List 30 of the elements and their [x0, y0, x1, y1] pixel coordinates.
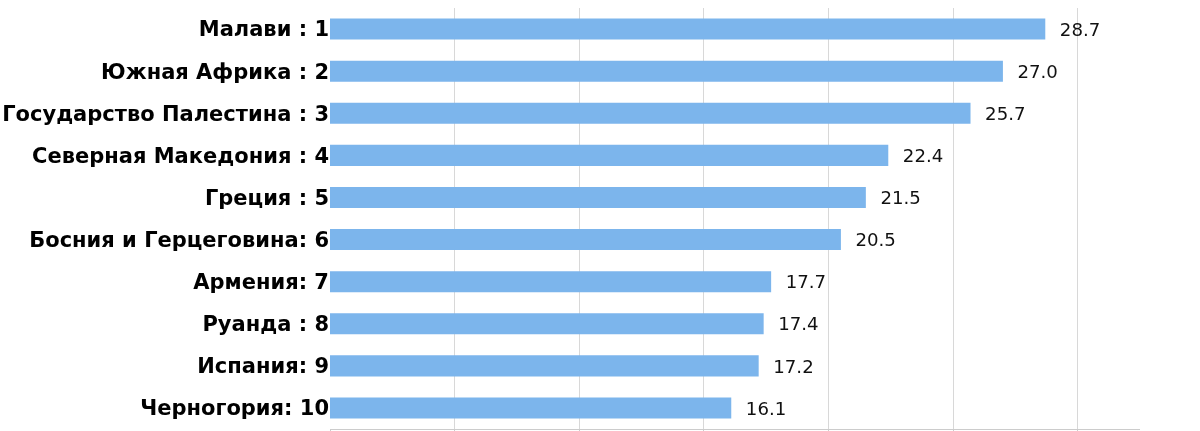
bar: [330, 60, 1003, 82]
y-tick-label: Государство Палестина : 3: [2, 101, 329, 126]
y-tick-label: Южная Африка : 2: [101, 59, 329, 84]
data-label: 17.4: [766, 313, 819, 335]
data-label: 25.7: [973, 102, 1026, 124]
bar: [330, 186, 866, 208]
y-tick-label: Босния и Герцеговина: 6: [29, 227, 329, 252]
data-label: 17.7: [774, 271, 827, 293]
bar: [330, 355, 759, 377]
data-label: 20.5: [843, 229, 896, 251]
y-tick-label: Северная Македония : 4: [32, 143, 329, 168]
bar: [330, 271, 772, 293]
data-label: 17.2: [761, 355, 814, 377]
bar: [330, 313, 764, 335]
data-label: 22.4: [891, 145, 944, 167]
y-tick-label: Малави : 1: [198, 17, 329, 42]
bar: [330, 229, 841, 251]
y-tick-label: Греция : 5: [204, 185, 329, 210]
data-label: 16.1: [734, 397, 787, 419]
data-label: 27.0: [1005, 60, 1058, 82]
data-label: 21.5: [868, 187, 921, 209]
data-label: 28.7: [1048, 18, 1101, 40]
y-tick-label: Армения: 7: [193, 270, 329, 294]
bar: [330, 18, 1046, 40]
y-tick-label: Черногория: 10: [140, 396, 329, 421]
bar: [330, 102, 971, 124]
bar: [330, 144, 889, 166]
y-tick-label: Руанда : 8: [202, 312, 329, 337]
y-tick-label: Испания: 9: [197, 354, 329, 379]
bar: [330, 397, 732, 419]
